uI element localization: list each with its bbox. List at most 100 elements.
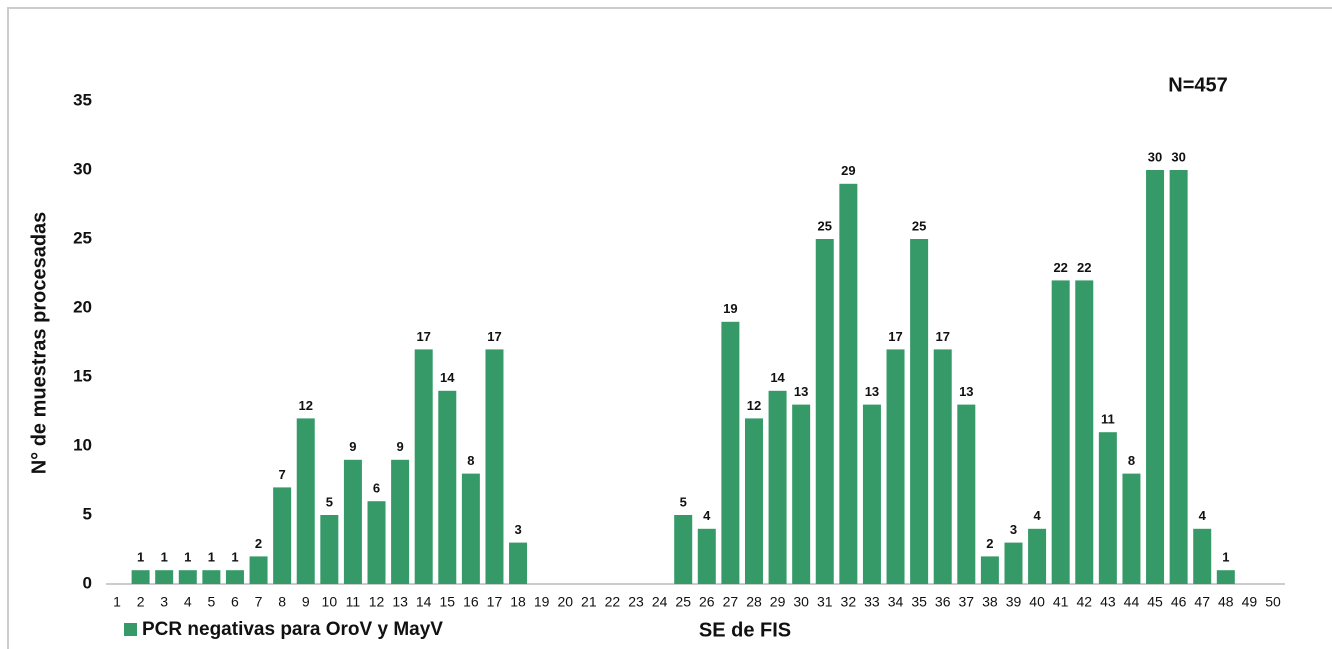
x-tick-label: 39	[1006, 594, 1022, 610]
x-tick-label: 40	[1029, 594, 1045, 610]
value-label: 3	[1010, 522, 1017, 537]
bar	[957, 404, 976, 584]
bar	[697, 528, 716, 584]
value-label: 12	[747, 398, 761, 413]
bar	[980, 556, 999, 584]
x-tick-label: 42	[1076, 594, 1092, 610]
bar	[131, 570, 150, 584]
value-label: 17	[416, 329, 430, 344]
x-tick-label: 37	[959, 594, 975, 610]
value-label: 14	[440, 370, 455, 385]
bar	[1051, 280, 1070, 584]
value-label: 1	[137, 550, 144, 565]
bar	[178, 570, 197, 584]
value-label: 1	[184, 550, 191, 565]
x-tick-label: 36	[935, 594, 951, 610]
x-tick-label: 33	[864, 594, 880, 610]
bar	[461, 473, 480, 584]
value-label: 1	[1222, 550, 1229, 565]
x-tick-label: 32	[841, 594, 857, 610]
x-tick-label: 11	[346, 594, 361, 610]
bar	[391, 459, 410, 584]
value-label: 30	[1171, 149, 1185, 164]
bar	[320, 515, 339, 584]
x-tick-label: 3	[160, 594, 168, 610]
x-tick-label: 27	[723, 594, 739, 610]
x-tick-label: 19	[534, 594, 550, 610]
value-label: 1	[161, 550, 168, 565]
bar	[249, 556, 268, 584]
bar	[414, 349, 433, 584]
x-tick-label: 9	[302, 594, 310, 610]
value-label: 11	[1101, 412, 1115, 427]
bar	[367, 501, 386, 584]
value-label: 6	[373, 481, 380, 496]
x-axis-label: SE de FIS	[699, 619, 791, 641]
bar	[910, 239, 929, 584]
x-tick-label: 49	[1242, 594, 1258, 610]
value-label: 25	[912, 218, 926, 233]
x-tick-label: 30	[793, 594, 809, 610]
x-tick-label: 26	[699, 594, 715, 610]
value-label: 8	[467, 453, 474, 468]
bar	[839, 183, 858, 585]
value-label: 1	[231, 550, 238, 565]
x-tick-label: 25	[675, 594, 691, 610]
bar	[296, 418, 315, 584]
value-label: 4	[1033, 508, 1041, 523]
x-tick-label: 38	[982, 594, 998, 610]
x-tick-label: 7	[255, 594, 263, 610]
bar	[202, 570, 221, 584]
x-tick-label: 41	[1053, 594, 1069, 610]
value-label: 9	[396, 439, 403, 454]
value-label: 30	[1148, 149, 1162, 164]
value-label: 22	[1077, 260, 1091, 275]
value-label: 2	[986, 536, 993, 551]
y-axis-label: N° de muestras procesadas	[28, 212, 50, 475]
value-label: 29	[841, 163, 855, 178]
x-tick-label: 16	[463, 594, 479, 610]
bar	[225, 570, 244, 584]
x-tick-label: 34	[888, 594, 904, 610]
value-label: 7	[279, 467, 286, 482]
frame	[7, 7, 1332, 649]
bar	[792, 404, 811, 584]
x-tick-label: 8	[278, 594, 286, 610]
x-tick-label: 45	[1147, 594, 1163, 610]
x-tick-label: 17	[487, 594, 503, 610]
bar	[273, 487, 292, 584]
x-tick-label: 31	[817, 594, 833, 610]
x-tick-label: 44	[1124, 594, 1140, 610]
bar	[1193, 528, 1212, 584]
x-tick-label: 6	[231, 594, 239, 610]
value-label: 2	[255, 536, 262, 551]
bar	[485, 349, 504, 584]
value-label: 3	[514, 522, 521, 537]
x-tick-label: 18	[510, 594, 526, 610]
bar	[862, 404, 881, 584]
value-label: 13	[794, 384, 808, 399]
x-tick-label: 47	[1194, 594, 1210, 610]
bar	[744, 418, 763, 584]
value-label: 17	[487, 329, 501, 344]
bar	[674, 515, 693, 584]
y-tick-label: 15	[73, 366, 92, 385]
x-tick-label: 46	[1171, 594, 1187, 610]
bar	[1146, 170, 1165, 584]
bar	[155, 570, 174, 584]
value-label: 22	[1053, 260, 1067, 275]
value-label: 1	[208, 550, 215, 565]
value-label: 19	[723, 301, 737, 316]
bar	[886, 349, 905, 584]
x-tick-label: 1	[113, 594, 121, 610]
x-tick-label: 10	[322, 594, 338, 610]
bar	[1098, 432, 1117, 584]
bar	[815, 239, 834, 584]
value-label: 9	[349, 439, 356, 454]
value-label: 8	[1128, 453, 1135, 468]
bar	[1028, 528, 1047, 584]
bar	[768, 390, 787, 584]
value-label: 5	[680, 494, 687, 509]
x-tick-label: 24	[652, 594, 668, 610]
